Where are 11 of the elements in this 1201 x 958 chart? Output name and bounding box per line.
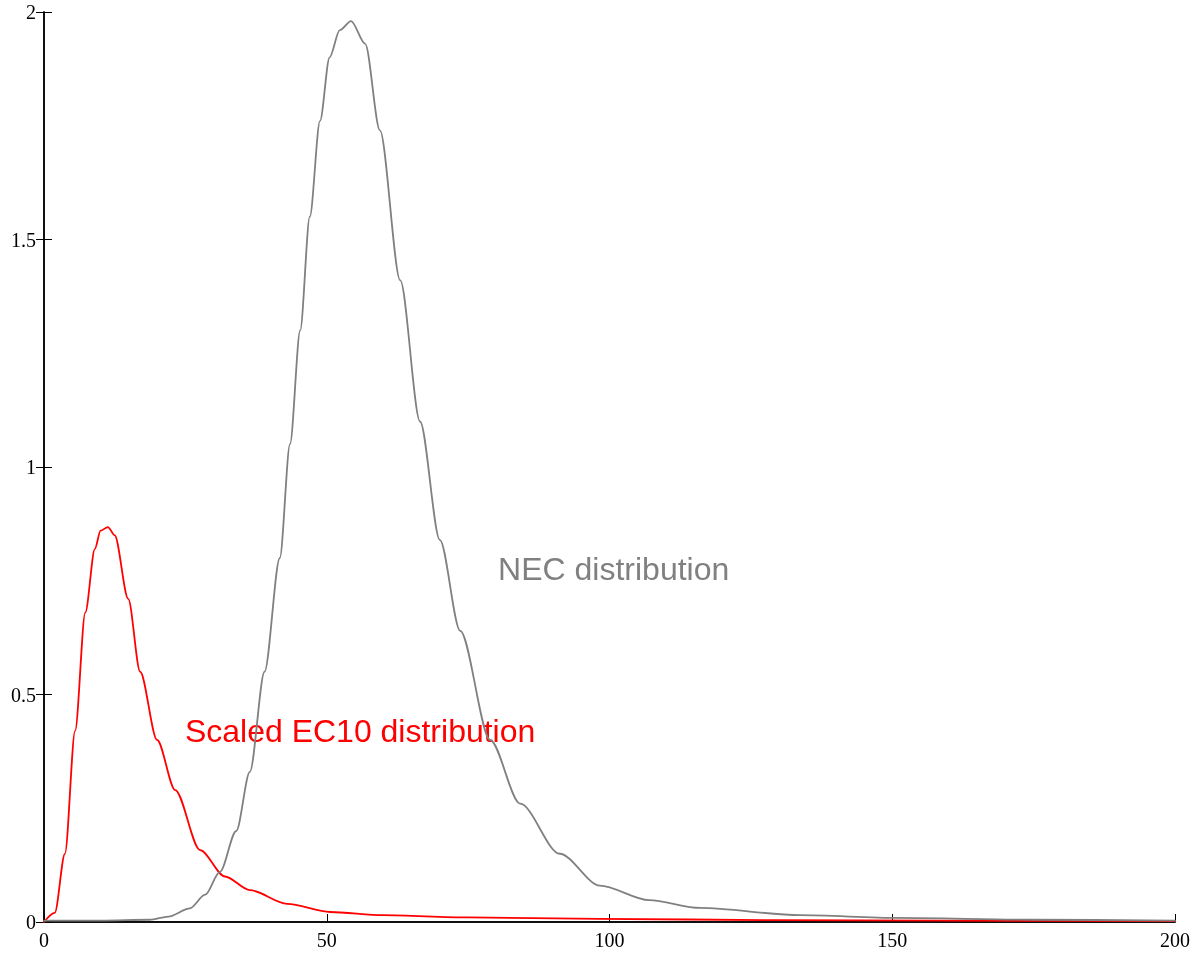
- x-tick-label: 100: [594, 929, 625, 951]
- y-tick-label: 0: [26, 911, 36, 933]
- y-tick-label: 1.5: [11, 228, 36, 251]
- x-tick-label: 50: [316, 929, 337, 951]
- y-tick-label: 0.5: [11, 683, 36, 706]
- series-label: Scaled EC10 distribution: [184, 713, 536, 750]
- x-tick-label: 150: [877, 929, 908, 951]
- y-tick-label: 1: [26, 456, 36, 478]
- x-tick-label: 200: [1160, 929, 1190, 951]
- series-label: NEC distribution: [498, 551, 730, 588]
- y-tick-label: 2: [26, 1, 36, 23]
